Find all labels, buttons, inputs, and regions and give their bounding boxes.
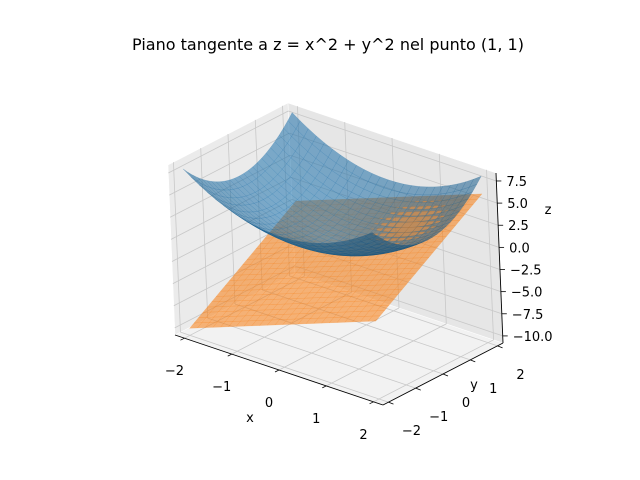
surface-patch-paraboloid (406, 243, 420, 248)
x-tick-mark (322, 385, 327, 389)
grid-line-z-wall-x (169, 132, 290, 196)
axis-ticks: −2 −1 0 1 2 −2 −1 0 1 2 −10.0 −7.5 −5.0 −2.5 0.0 2.5 5.0… (165, 175, 553, 443)
z-tick-label: 7.5 (506, 175, 527, 190)
grid-line-y-wall (200, 148, 209, 319)
surface-patch-paraboloid (446, 210, 461, 221)
z-tick-label: 0.0 (509, 241, 530, 256)
x-tick-mark (274, 369, 280, 373)
z-axis-line (495, 172, 504, 344)
grid-line-z-wall-y (288, 110, 497, 182)
surface-patch-tangent-plane (380, 299, 394, 306)
y-tick-mark (388, 401, 394, 405)
chart-title: Piano tangente a z = x^2 + y^2 nel punto… (132, 35, 524, 54)
grid-line-x-wall (486, 169, 494, 340)
z-axis-label: z (545, 203, 552, 218)
y-tick-mark (497, 345, 503, 349)
z-tick-label: −2.5 (510, 264, 542, 279)
surface-patch-tangent-plane (402, 273, 417, 280)
surface-patch-paraboloid (402, 244, 415, 249)
z-tick-label: 5.0 (507, 197, 528, 212)
y-tick-mark (470, 359, 476, 363)
x-tick-mark (227, 353, 232, 357)
x-tick-mark (369, 401, 374, 405)
surface-patch-tangent-plane (464, 198, 478, 206)
plot-surfaces (182, 112, 483, 329)
y-tick-mark (415, 387, 421, 391)
y-tick-mark (442, 373, 449, 377)
x-tick-label: −1 (212, 380, 231, 395)
z-tick-label: −7.5 (512, 308, 544, 323)
y-tick-label: 0 (462, 396, 470, 411)
x-axis-label: x (246, 411, 254, 426)
surface-patch-tangent-plane (367, 315, 381, 322)
surface-patch-paraboloid (397, 245, 410, 249)
y-tick-label: 1 (489, 382, 497, 397)
y-axis-label: y (470, 378, 478, 393)
surface-patch-tangent-plane (442, 225, 456, 232)
surface-patch-paraboloid (392, 244, 406, 249)
y-tick-label: −2 (402, 424, 421, 439)
x-tick-label: 1 (312, 412, 320, 427)
grid-line-y-wall (173, 162, 181, 333)
z-tick-label: −10.0 (513, 330, 553, 345)
surface-patch-paraboloid (364, 232, 378, 240)
y-tick-label: 2 (516, 368, 524, 383)
x-tick-label: 0 (265, 396, 273, 411)
surface-patch-paraboloid (438, 221, 451, 230)
x-tick-label: 2 (359, 428, 367, 443)
y-tick-label: −1 (429, 410, 448, 425)
z-tick-label: 2.5 (508, 219, 529, 234)
x-tick-label: −2 (165, 364, 184, 379)
grid-line-y-floor (180, 331, 389, 403)
grid-line-y-floor (207, 317, 416, 389)
grid-line-z-wall-x (168, 110, 289, 174)
z-tick-label: −5.0 (511, 286, 543, 301)
surface-patch-paraboloid (429, 230, 442, 238)
x-tick-mark (180, 337, 185, 341)
